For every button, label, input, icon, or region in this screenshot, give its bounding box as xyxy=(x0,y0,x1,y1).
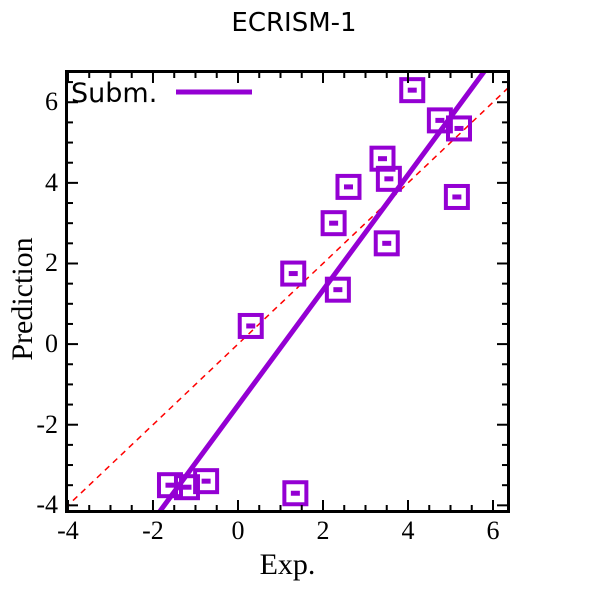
data-point-center-dash xyxy=(377,156,387,162)
data-point-center-dash xyxy=(452,194,462,200)
data-point-marker xyxy=(426,107,453,134)
data-point-marker xyxy=(320,210,347,237)
data-point-marker xyxy=(156,472,183,499)
x-tick-label: -2 xyxy=(142,516,164,545)
y-tick-label: 0 xyxy=(45,329,58,359)
data-point-center-dash xyxy=(384,176,394,182)
y-tick-label: 2 xyxy=(45,248,58,278)
data-point-center-dash xyxy=(333,287,343,293)
plot-frame xyxy=(65,70,510,513)
y-tick-label: -2 xyxy=(36,409,58,439)
y-tick-label: 4 xyxy=(45,167,58,197)
y-axis-label: Prediction xyxy=(6,237,39,361)
legend-label: Subm. xyxy=(71,78,158,109)
data-point-marker xyxy=(443,183,470,210)
fit-line xyxy=(156,70,488,513)
data-point-center-dash xyxy=(182,484,192,490)
data-point-marker xyxy=(324,276,351,303)
data-point-center-dash xyxy=(201,478,211,484)
data-point-marker xyxy=(282,480,309,507)
data-point-center-dash xyxy=(407,87,417,93)
page-title: ECRISM-1 xyxy=(231,8,357,38)
y-tick-label: -4 xyxy=(36,490,58,520)
x-tick-label: 0 xyxy=(231,516,245,545)
data-point-center-dash xyxy=(343,184,353,190)
data-point-marker xyxy=(445,115,472,142)
data-point-marker xyxy=(375,165,402,192)
data-point-center-dash xyxy=(290,490,300,496)
data-point-center-dash xyxy=(329,220,339,226)
identity-line xyxy=(65,85,510,509)
plot-area xyxy=(65,70,510,513)
data-point-center-dash xyxy=(246,323,256,329)
data-point-center-dash xyxy=(382,240,392,246)
data-point-marker xyxy=(335,173,362,200)
y-tick-label: 6 xyxy=(45,87,58,117)
x-tick-label: -4 xyxy=(57,516,79,545)
x-tick-label: 6 xyxy=(486,516,500,545)
x-tick-label: 4 xyxy=(401,516,415,545)
data-point-marker xyxy=(373,230,400,257)
data-point-marker xyxy=(193,468,220,495)
data-point-marker xyxy=(280,260,307,287)
data-point-center-dash xyxy=(165,482,175,488)
x-axis-label: Exp. xyxy=(259,548,316,581)
data-point-marker xyxy=(399,77,426,104)
data-point-center-dash xyxy=(288,271,298,277)
x-tick-label: 2 xyxy=(316,516,330,545)
data-point-marker xyxy=(173,474,200,501)
data-point-center-dash xyxy=(454,125,464,131)
data-point-center-dash xyxy=(435,117,445,123)
data-point-marker xyxy=(237,312,264,339)
